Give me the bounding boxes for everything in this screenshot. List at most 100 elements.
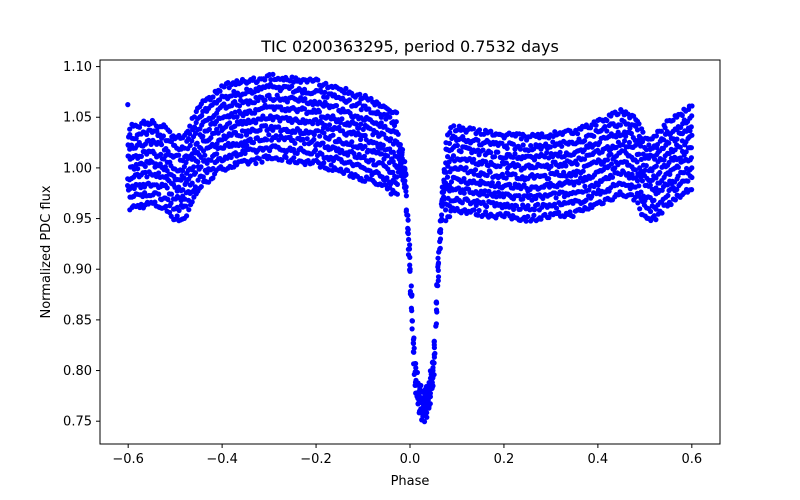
data-point [370,157,376,163]
data-point [447,203,453,209]
data-point [443,218,449,224]
data-point [202,152,208,158]
data-point [330,132,336,138]
data-point [407,266,413,272]
data-point [346,97,353,103]
data-point [238,133,244,139]
data-point [553,195,559,201]
data-point [456,185,462,191]
data-point [677,155,683,161]
data-point [399,147,406,153]
data-point [250,140,257,146]
data-point [476,207,482,214]
data-point [402,159,408,165]
data-point [414,369,420,376]
data-point [321,160,327,166]
data-point [689,174,695,181]
data-point [403,193,409,199]
data-point [553,205,560,211]
data-point [427,375,434,381]
data-point [390,149,396,155]
data-point [191,155,197,162]
y-tick-label: 1.00 [63,161,92,176]
data-point [640,129,646,135]
y-tick-label: 0.90 [63,263,92,278]
data-point [361,153,367,159]
data-point [484,193,490,199]
data-point [651,213,657,219]
data-point [653,175,659,181]
data-point [556,209,562,215]
data-point [394,174,400,180]
data-point [557,149,563,155]
data-point [517,146,524,152]
data-point [408,283,414,289]
data-point [570,213,576,220]
data-point [259,159,265,165]
data-point [390,169,396,175]
data-point [315,77,321,83]
data-point [273,133,279,139]
data-point [613,134,619,140]
data-point [433,323,439,329]
data-point [362,178,368,184]
data-point [403,184,409,190]
data-point [189,151,195,157]
data-point [271,97,277,103]
data-point [609,174,616,180]
data-point [411,335,417,341]
data-point [208,135,214,141]
data-point [315,128,321,134]
data-point [503,175,509,181]
data-point [234,114,240,120]
data-point [407,254,413,260]
data-point [191,114,197,120]
data-point [435,264,441,270]
data-point [292,129,298,135]
data-point [420,412,426,418]
data-point [484,203,490,210]
data-point [488,128,494,134]
x-tick-label: −0.2 [300,452,332,467]
data-point [604,157,611,163]
data-point [357,91,363,97]
data-point [488,149,494,156]
data-point [221,101,227,107]
data-point [622,138,628,144]
data-point [181,175,187,181]
data-point [289,83,295,89]
data-point [674,136,680,142]
data-point [185,128,191,134]
data-point [127,132,133,138]
data-point [321,130,327,136]
data-point [528,143,534,149]
data-point [482,188,488,194]
data-point [652,156,658,162]
data-point [160,133,166,139]
data-point [341,90,348,96]
data-point [388,136,394,142]
data-point [384,153,391,159]
x-tick-label: 0.6 [681,452,702,467]
data-point [653,217,659,223]
data-point [302,96,308,102]
x-axis-label: Phase [391,474,430,489]
data-point [670,117,676,123]
data-point [648,208,654,215]
data-point [251,75,257,81]
data-point [189,180,195,186]
data-point [636,151,642,157]
data-point [185,189,191,195]
data-point [276,124,282,130]
data-point [142,163,148,169]
data-point [349,139,355,145]
data-point [183,153,189,159]
y-tick-label: 0.80 [63,364,92,379]
data-point [638,189,644,195]
data-point [454,127,460,133]
data-point [186,207,192,213]
data-point [646,142,652,148]
data-point [445,154,451,160]
data-point [204,170,210,176]
data-point [410,340,417,347]
